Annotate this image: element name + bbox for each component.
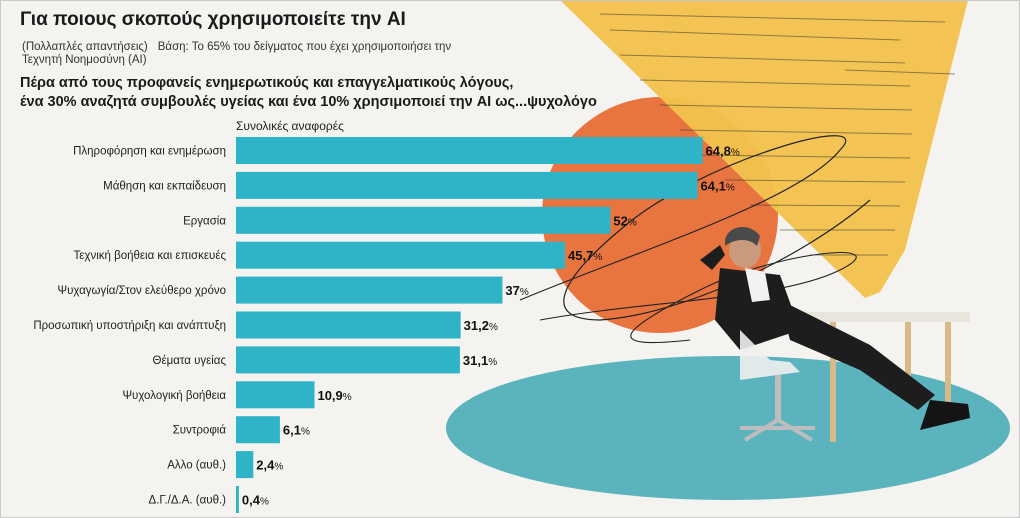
category-label: Ψυχαγωγία/Στον ελεύθερο χρόνο: [58, 285, 227, 297]
category-label: Εργασία: [183, 215, 226, 227]
value-number: 0,4: [242, 493, 261, 508]
value-label: 45,7%: [568, 248, 602, 263]
bar: [236, 171, 698, 199]
value-unit: %: [260, 497, 269, 508]
floor-ellipse: [446, 356, 1010, 500]
value-unit: %: [731, 148, 740, 159]
category-label: Συντροφιά: [173, 425, 227, 437]
category-label: Τεχνική βοήθεια και επισκευές: [74, 250, 227, 262]
value-number: 2,4: [256, 458, 275, 473]
value-number: 52: [613, 213, 627, 228]
bar: [236, 241, 566, 269]
value-unit: %: [301, 427, 310, 438]
category-label: Πληροφόρηση και ενημέρωση: [73, 146, 226, 158]
chart-title: Για ποιους σκοπούς χρησιμοποιείτε την AI: [20, 9, 406, 30]
bar: [236, 416, 280, 444]
value-number: 37: [505, 283, 519, 298]
category-label: Δ.Γ./Δ.Α. (αυθ.): [149, 495, 227, 507]
value-label: 52%: [613, 213, 636, 228]
value-label: 10,9%: [317, 388, 351, 403]
bar: [236, 381, 315, 409]
value-unit: %: [628, 217, 637, 228]
value-label: 64,1%: [701, 178, 735, 193]
value-unit: %: [343, 392, 352, 403]
category-label: Προσωπική υποστήριξη και ανάπτυξη: [33, 320, 226, 332]
bar: [236, 206, 611, 234]
bar: [236, 346, 460, 374]
survey-base-note: Βάση: Το 65% του δείγματος που έχει χρησ…: [22, 41, 452, 66]
value-label: 31,1%: [463, 353, 497, 368]
bar: [236, 451, 254, 479]
value-unit: %: [489, 322, 498, 333]
value-unit: %: [593, 252, 602, 263]
man-in-chair-illustration: [700, 226, 970, 442]
value-label: 2,4%: [256, 458, 283, 473]
value-number: 10,9: [317, 388, 342, 403]
desk: [760, 312, 970, 442]
category-label: Αλλο (αυθ.): [167, 460, 226, 472]
category-label: Θέματα υγείας: [153, 355, 227, 367]
highlight-line-2: ένα 30% αναζητά συμβουλές υγείας και ένα…: [20, 93, 597, 110]
bar: [236, 311, 461, 339]
bar: [236, 137, 703, 164]
value-label: 0,4%: [242, 493, 269, 508]
value-number: 6,1: [283, 423, 301, 438]
value-label: 6,1%: [283, 423, 310, 438]
multiple-answers-note: (Πολλαπλές απαντήσεις): [22, 41, 148, 53]
value-number: 64,8: [706, 144, 731, 159]
value-unit: %: [726, 182, 735, 193]
value-label: 31,2%: [464, 318, 498, 333]
bar: [236, 486, 239, 513]
scribble-lines-2: [539, 252, 857, 344]
highlight-line-1: Πέρα από τους προφανείς ενημερωτικούς κα…: [20, 75, 514, 91]
value-number: 31,1: [463, 353, 488, 368]
value-unit: %: [520, 287, 529, 298]
value-unit: %: [274, 462, 283, 473]
value-number: 45,7: [568, 248, 593, 263]
value-label: 37%: [505, 283, 528, 298]
beam-text-lines: [599, 13, 956, 256]
category-label: Μάθηση και εκπαίδευση: [103, 180, 226, 192]
survey-note: (Πολλαπλές απαντήσεις) Βάση: Το 65% του δ…: [22, 41, 492, 67]
value-label: 64,8%: [706, 144, 740, 159]
value-unit: %: [488, 357, 497, 368]
highlight-text: Πέρα από τους προφανείς ενημερωτικούς κα…: [20, 74, 600, 111]
category-label: Ψυχολογική βοήθεια: [122, 390, 226, 402]
value-number: 64,1: [701, 178, 726, 193]
yellow-paper-beam: [560, 0, 968, 298]
value-number: 31,2: [464, 318, 489, 333]
axis-caption: Συνολικές αναφορές: [236, 119, 344, 133]
bar: [236, 276, 503, 304]
